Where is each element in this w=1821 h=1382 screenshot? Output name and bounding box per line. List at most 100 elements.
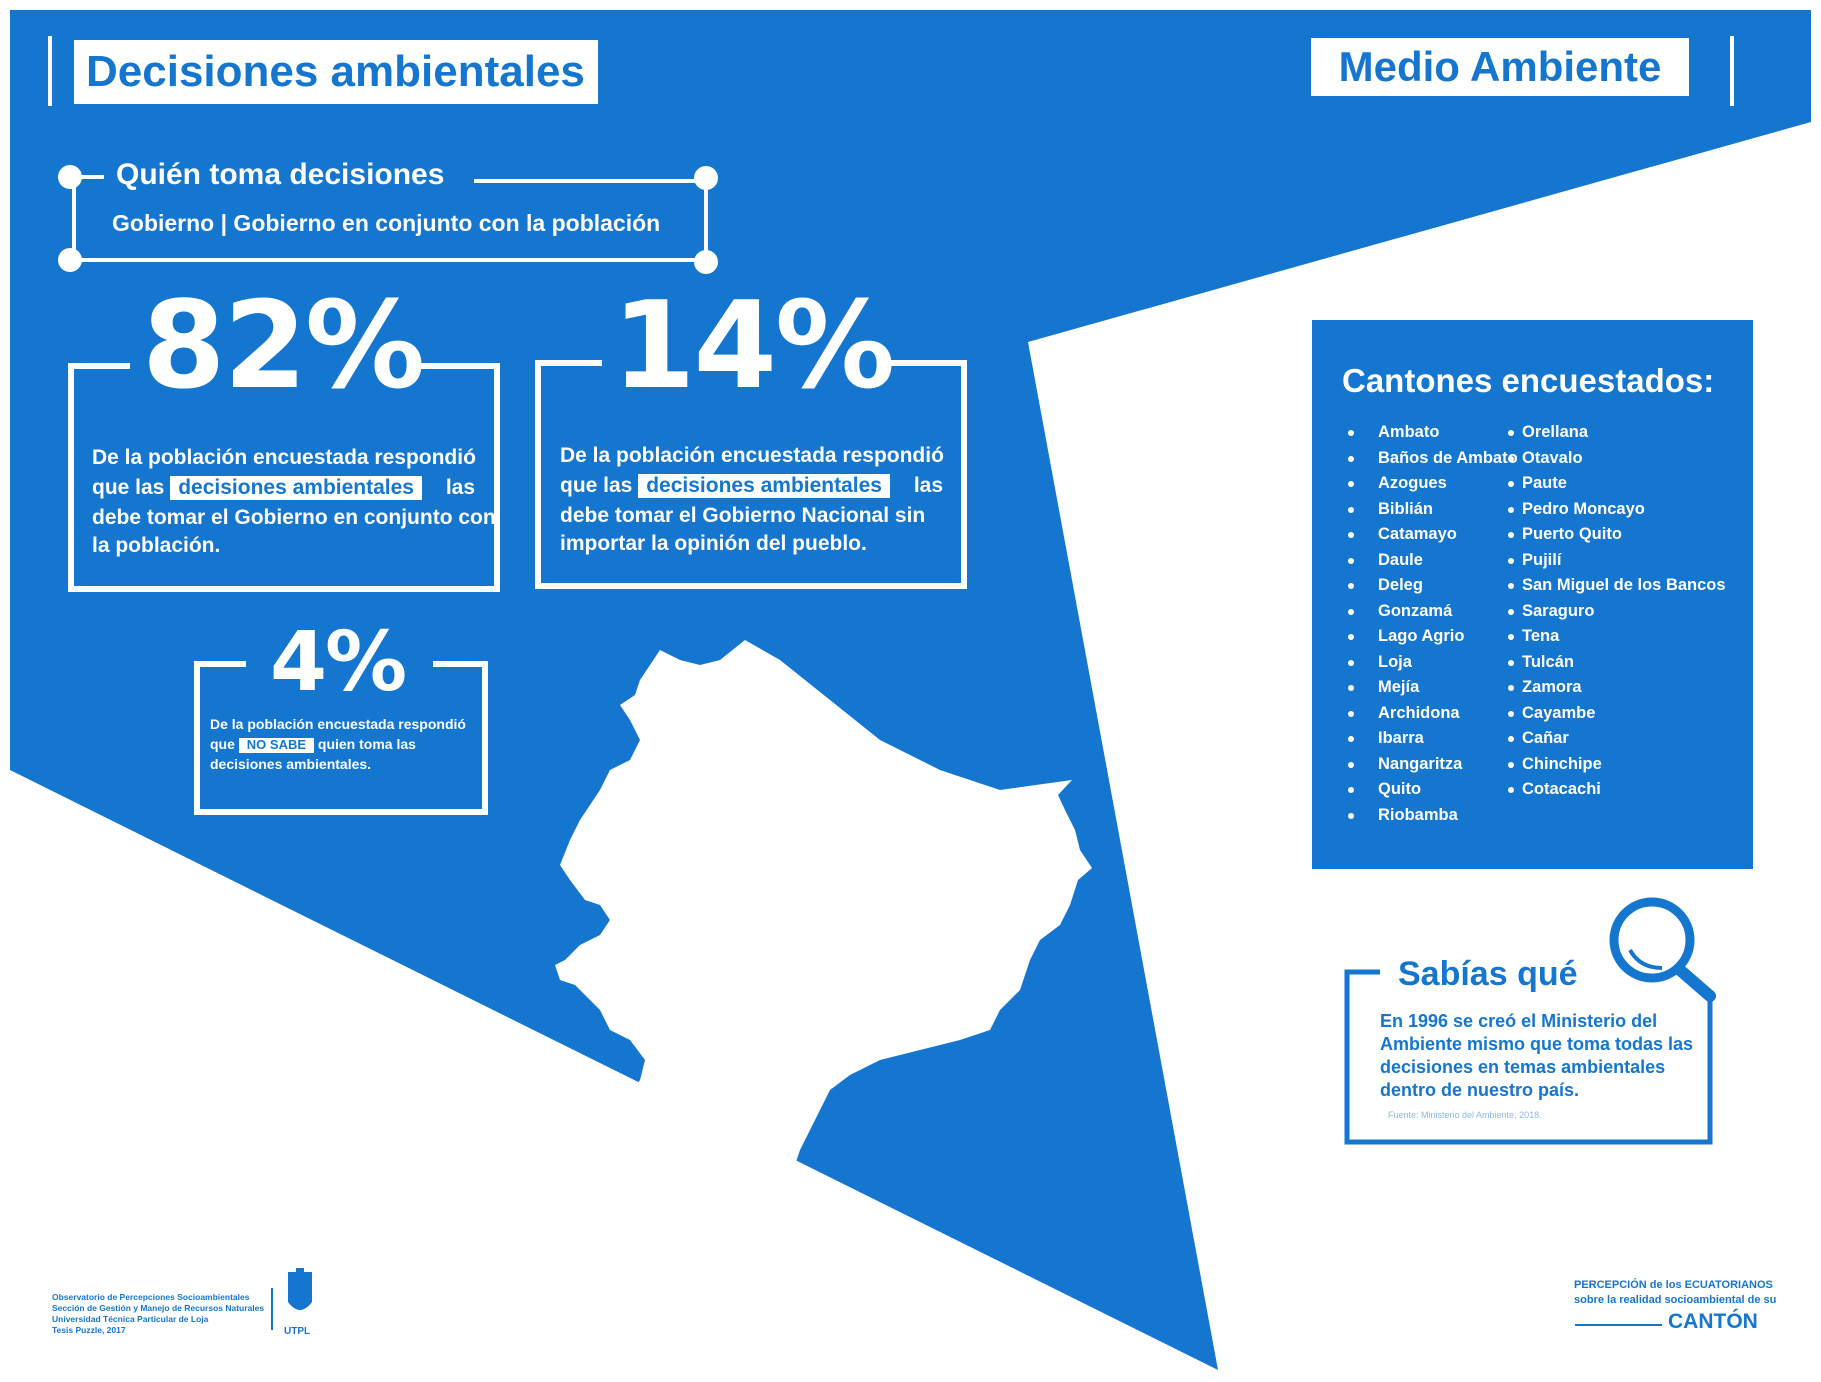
canton-name: Lago Agrio (1378, 627, 1465, 645)
stat-desc-14-after2: debe tomar el Gobierno Nacional sin impo… (560, 504, 926, 556)
bullet-icon (1348, 710, 1354, 717)
left-vertical-bar (48, 36, 52, 106)
bullet-icon (1348, 506, 1354, 513)
canton-name: Biblián (1378, 499, 1434, 518)
canton-name: Azogues (1378, 474, 1447, 492)
bullet-icon (1348, 481, 1354, 487)
bullet-icon (1508, 557, 1514, 564)
canton-item: Tulcán (1508, 650, 1726, 676)
stat-desc-82-before: De la población encuestada respondió que… (92, 446, 476, 499)
canton-item: Cotacachi (1508, 777, 1726, 803)
canton-name: Daule (1378, 550, 1423, 569)
canton-name: Pedro Moncayo (1522, 499, 1645, 518)
canton-name: Cayambe (1522, 703, 1596, 722)
brand-line-2: sobre la realidad socioambiental de su (1574, 1294, 1777, 1306)
footer-line: Universidad Técnica Particular de Loja (52, 1314, 209, 1324)
footer-line: Tesis Puzzle, 2017 (52, 1325, 126, 1335)
stat-desc-82-after1: las (445, 476, 476, 499)
canton-name: Baños de Ambato (1378, 448, 1518, 467)
canton-item: Mejía (1312, 675, 1518, 701)
canton-name: Mejía (1378, 678, 1420, 696)
canton-item: Catamayo (1312, 522, 1518, 548)
stat-highlight-4: NO SABE (238, 737, 315, 753)
canton-item: Deleg (1312, 573, 1518, 599)
canton-name: Zamora (1522, 678, 1582, 696)
bullet-icon (1508, 736, 1514, 742)
category-label: Medio Ambiente (1311, 38, 1689, 96)
canton-item: Tena (1508, 624, 1726, 650)
utpl-logo-text: UTPL (284, 1326, 311, 1337)
ecuador-map-silhouette (555, 640, 1092, 1235)
canton-item: Lago Agrio (1312, 624, 1518, 650)
canton-name: Tulcán (1522, 652, 1574, 671)
stat-desc-82-after2: debe tomar el Gobierno en conjunto con l… (92, 506, 496, 558)
brand-line-3: CANTÓN (1668, 1310, 1758, 1333)
canton-item: Quito (1312, 777, 1518, 803)
who-decides-frame (70, 175, 708, 262)
bullet-icon (1348, 787, 1354, 793)
canton-item: Pujilí (1508, 548, 1726, 574)
bullet-icon (1348, 532, 1354, 538)
canton-name: Ambato (1378, 423, 1440, 441)
page-title: Decisiones ambientales (74, 40, 598, 104)
stat-frame-14 (535, 360, 967, 589)
canton-item: Archidona (1312, 701, 1518, 727)
sabias-frame (1344, 969, 1713, 1145)
canton-name: Puerto Quito (1522, 525, 1622, 543)
canton-item: Riobamba (1312, 803, 1518, 829)
bullet-icon (1348, 685, 1354, 691)
stat-value-82: 82% (142, 277, 425, 416)
canton-name: Catamayo (1378, 525, 1457, 543)
frame-dots (58, 165, 718, 274)
magnifier-icon (1609, 897, 1716, 1002)
stat-desc-14-after1: las (913, 474, 944, 497)
bullet-icon (1508, 634, 1514, 640)
canton-name: Otavalo (1522, 448, 1583, 467)
who-decides-title: Quién toma decisiones (116, 158, 445, 191)
canton-item: Azogues (1312, 471, 1518, 497)
canton-item: Daule (1312, 548, 1518, 574)
bullet-icon (1348, 430, 1354, 436)
bullet-icon (1508, 455, 1514, 462)
bullet-icon (1508, 430, 1514, 436)
stat-frame-82 (68, 363, 500, 592)
canton-item: Nangaritza (1312, 752, 1518, 778)
bullet-icon (1348, 557, 1354, 564)
bullet-icon (1348, 761, 1354, 768)
bullet-icon (1508, 532, 1514, 538)
canton-item: Zamora (1508, 675, 1726, 701)
footer-line: Sección de Gestión y Manejo de Recursos … (52, 1303, 265, 1313)
canton-name: Cañar (1522, 729, 1569, 747)
canton-item: Ambato (1312, 420, 1518, 446)
bullet-icon (1348, 455, 1354, 462)
bullet-icon (1508, 685, 1514, 691)
stat-desc-82: De la población encuestada respondió que… (92, 444, 502, 560)
blue-background-shape (10, 10, 1811, 1370)
right-vertical-bar (1730, 36, 1734, 106)
bullet-icon (1508, 659, 1514, 666)
canton-item: Baños de Ambato (1312, 446, 1518, 472)
cantones-title: Cantones encuestados: (1342, 362, 1715, 399)
stat-desc-4-before: De la población encuestada respondió que (210, 716, 466, 752)
canton-name: Archidona (1378, 703, 1460, 722)
canton-name: San Miguel de los Bancos (1522, 576, 1726, 594)
canton-item: Paute (1508, 471, 1726, 497)
stat-highlight-82: decisiones ambientales (170, 476, 422, 501)
brand-line-1: PERCEPCIÓN de los ECUATORIANOS (1574, 1279, 1773, 1291)
bullet-icon (1348, 659, 1354, 666)
stat-desc-4-after2: decisiones ambientales. (210, 756, 372, 772)
sabias-que-source: Fuente: Ministerio del Ambiente, 2018. (1388, 1110, 1542, 1120)
stat-desc-4-after1: quien toma las (317, 736, 416, 752)
canton-name: Cotacachi (1522, 780, 1601, 798)
canton-name: Pujilí (1522, 550, 1562, 569)
stat-desc-14-before: De la población encuestada respondió que… (560, 444, 944, 497)
canton-item: Chinchipe (1508, 752, 1726, 778)
canton-item: Orellana (1508, 420, 1726, 446)
bullet-icon (1508, 506, 1514, 513)
sabias-que-text: En 1996 se creó el Ministerio del Ambien… (1380, 1011, 1694, 1100)
bullet-icon (1348, 812, 1354, 819)
bullet-icon (1348, 583, 1354, 589)
canton-name: Loja (1378, 652, 1412, 671)
canton-name: Ibarra (1378, 729, 1424, 747)
